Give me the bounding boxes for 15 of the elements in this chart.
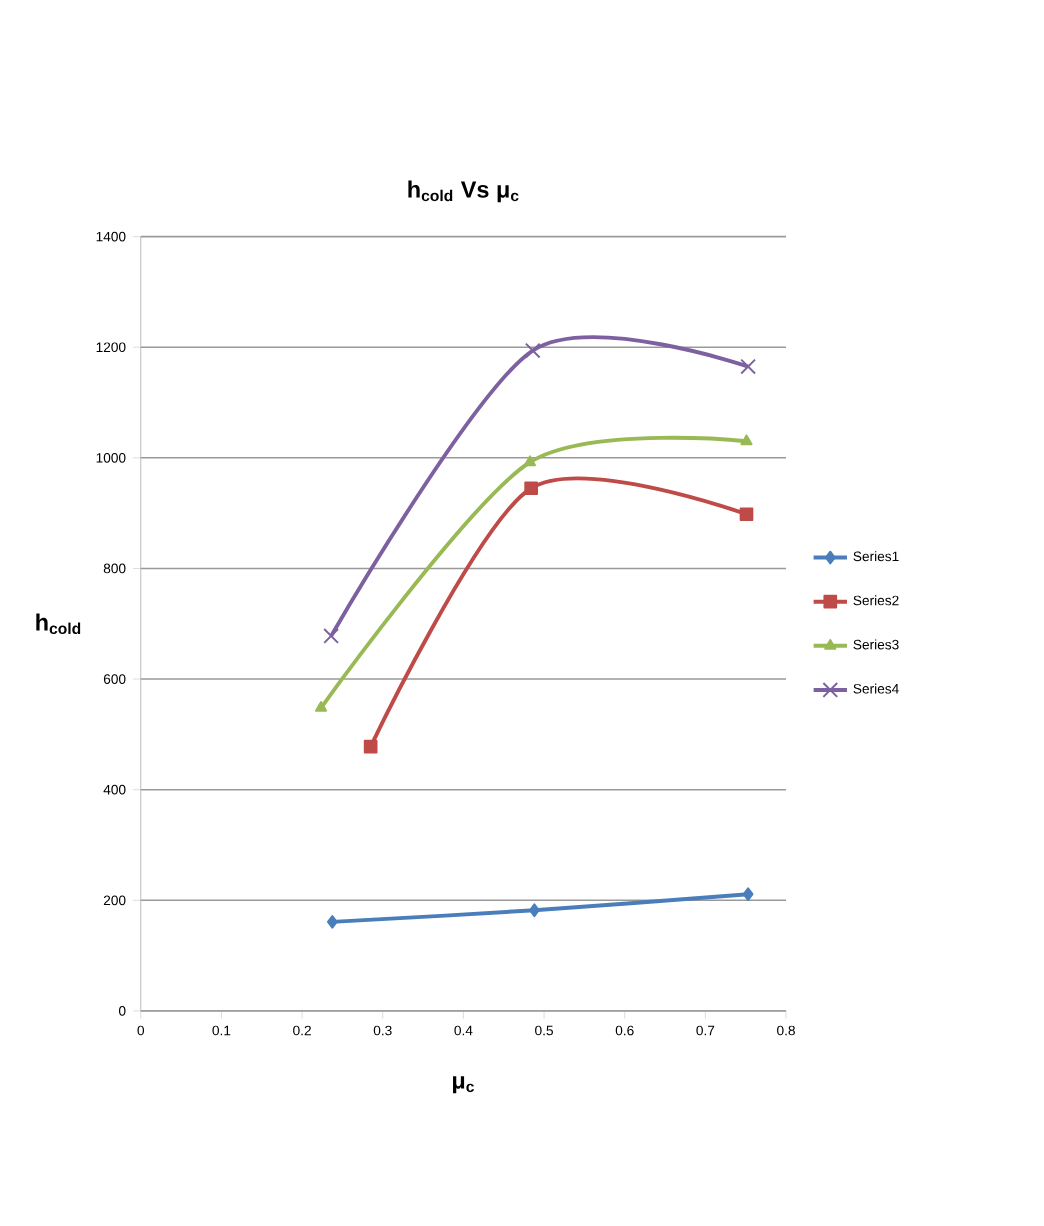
point	[524, 481, 538, 496]
point	[326, 915, 338, 929]
point	[740, 434, 753, 446]
chart-title: h$_{cold}$ Vs μ$_{c}$	[408, 180, 519, 203]
x-axis-title: μ$_{c}$	[452, 1076, 474, 1094]
point	[739, 507, 754, 522]
point	[314, 700, 328, 712]
y-axis-title: h$_{cold}$	[36, 613, 81, 635]
point	[742, 887, 754, 902]
point	[740, 358, 756, 375]
point	[323, 628, 339, 644]
point	[528, 903, 540, 918]
point	[363, 739, 378, 754]
point	[524, 342, 541, 359]
point	[523, 455, 536, 467]
